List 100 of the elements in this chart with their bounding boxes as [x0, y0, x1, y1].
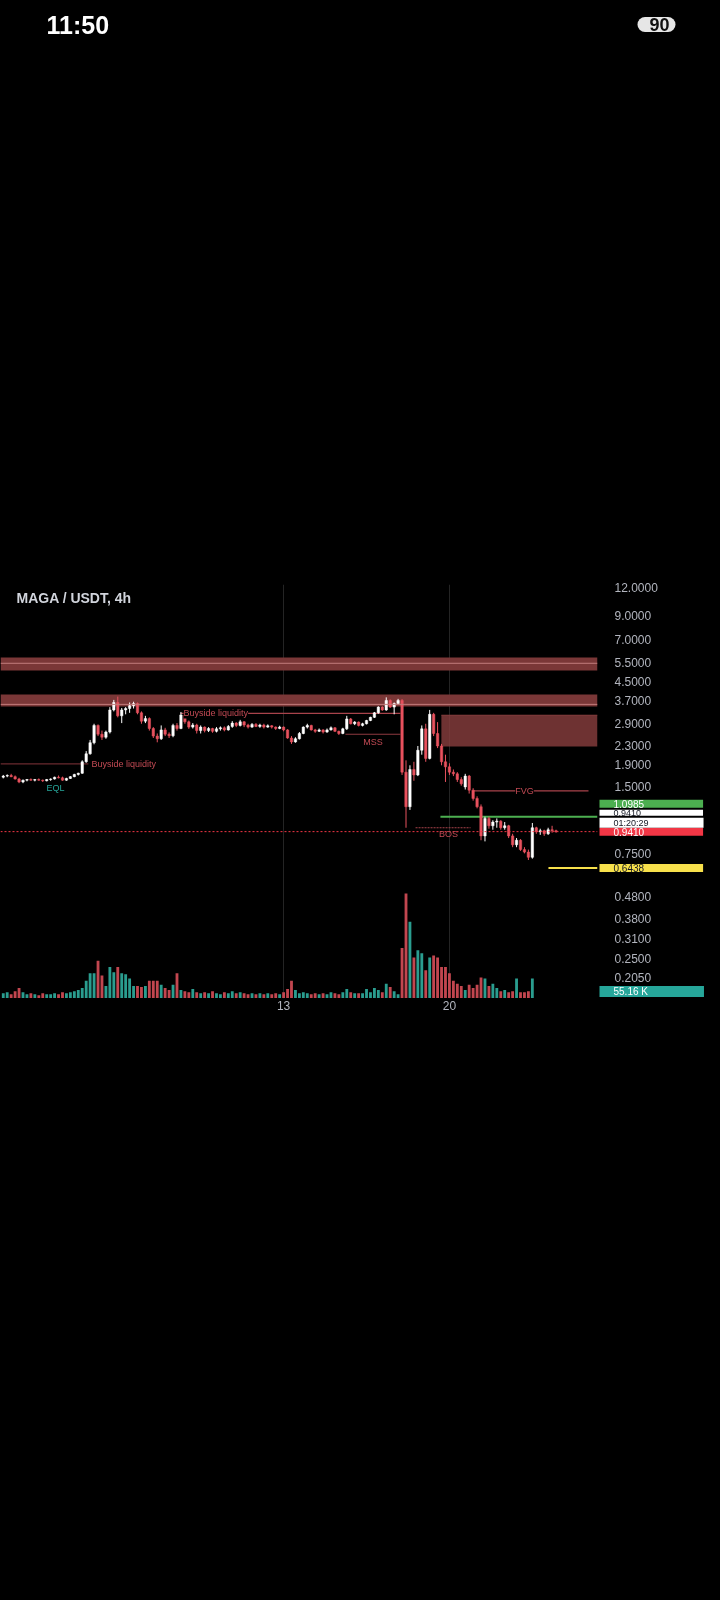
- bar: [432, 955, 436, 998]
- text: 0.9410: [613, 807, 642, 818]
- bar: [305, 993, 309, 998]
- bar: [420, 953, 424, 998]
- x-tick-label: 13: [276, 998, 291, 1013]
- bar: [294, 990, 297, 998]
- bar: [183, 991, 187, 998]
- bar: [219, 994, 222, 998]
- bar: [274, 993, 278, 998]
- bar: [266, 993, 270, 998]
- bar: [116, 967, 120, 998]
- bar: [459, 985, 463, 998]
- bar: [471, 988, 475, 998]
- bar: [372, 988, 376, 998]
- bar: [337, 994, 341, 998]
- text: 11:50: [46, 10, 110, 39]
- bar: [392, 991, 396, 998]
- bar: [321, 993, 325, 998]
- bar: [195, 992, 199, 998]
- bar: [297, 993, 301, 998]
- bar: [226, 993, 230, 998]
- y-tick-label: 1.9000: [614, 757, 652, 772]
- x-tick-label: 20: [442, 998, 457, 1013]
- bar: [33, 994, 37, 998]
- bar: [499, 991, 503, 998]
- bar: [230, 991, 234, 998]
- bar: [416, 950, 420, 998]
- bar: [9, 994, 13, 998]
- text: 01:20:29: [613, 817, 649, 828]
- bar: [282, 992, 286, 998]
- bar: [167, 990, 171, 998]
- annotation: FVG: [515, 785, 534, 796]
- bar: [270, 994, 274, 998]
- bar: [13, 991, 17, 998]
- bar: [187, 992, 191, 998]
- y-tick-label: 2.9000: [614, 717, 652, 732]
- bar: [222, 992, 226, 998]
- bar: [309, 994, 313, 998]
- bar: [530, 978, 534, 998]
- bar: [76, 990, 80, 998]
- bar: [61, 992, 64, 998]
- bar: [365, 989, 368, 998]
- bar: [1, 993, 5, 998]
- candlestick: [108, 706, 112, 734]
- bar: [211, 991, 214, 998]
- bar: [203, 992, 207, 998]
- y-tick-label: 0.3800: [614, 912, 652, 927]
- bar: [155, 980, 159, 998]
- bar: [357, 993, 361, 998]
- annotation: BOS: [438, 828, 458, 839]
- bar: [278, 994, 282, 998]
- bar: [361, 993, 364, 998]
- bar: [353, 993, 357, 998]
- annotation: Buyside liquidity: [91, 758, 157, 769]
- bar: [301, 992, 305, 998]
- y-tick-label: 7.0000: [614, 632, 652, 647]
- bar: [199, 993, 203, 998]
- bar: [45, 994, 49, 998]
- bar: [108, 967, 112, 998]
- y-tick-label: 5.5000: [614, 655, 652, 670]
- y-tick-label: 3.7000: [614, 693, 652, 708]
- y-tick-label: 0.2050: [614, 971, 652, 986]
- bar: [37, 995, 41, 998]
- bar: [345, 989, 349, 998]
- bar: [376, 990, 380, 998]
- bar: [467, 984, 471, 998]
- bar: [124, 974, 128, 998]
- bar: [526, 991, 530, 998]
- bar: [290, 980, 293, 998]
- annotation: EQL: [46, 782, 65, 793]
- candlestick: [550, 825, 554, 834]
- bar: [258, 993, 262, 998]
- y-tick-label: 12.0000: [614, 581, 659, 596]
- bar: [428, 957, 432, 998]
- bar: [349, 992, 353, 998]
- bar: [147, 980, 151, 998]
- chart-title: MAGA / USDT, 4h: [16, 589, 132, 606]
- bar: [444, 967, 447, 998]
- bar: [128, 978, 132, 998]
- bar: [317, 994, 321, 998]
- bar: [234, 993, 238, 998]
- bar: [140, 986, 143, 998]
- candlestick: [175, 722, 179, 732]
- data-label: 0.6438: [613, 863, 645, 875]
- bar: [68, 992, 72, 998]
- bar: [380, 992, 384, 998]
- y-tick-label: 0.4800: [614, 889, 652, 904]
- bar: [384, 983, 388, 998]
- bar: [29, 993, 33, 998]
- bar: [388, 986, 392, 998]
- bar: [519, 992, 522, 998]
- bar: [515, 978, 518, 998]
- y-tick-label: 0.2500: [614, 952, 652, 967]
- bar: [53, 993, 56, 998]
- annotation: MSS: [363, 737, 383, 748]
- bar: [215, 993, 218, 998]
- bar: [151, 980, 155, 998]
- bar: [341, 992, 345, 998]
- bar: [207, 993, 210, 998]
- y-tick-label: 2.3000: [614, 739, 652, 754]
